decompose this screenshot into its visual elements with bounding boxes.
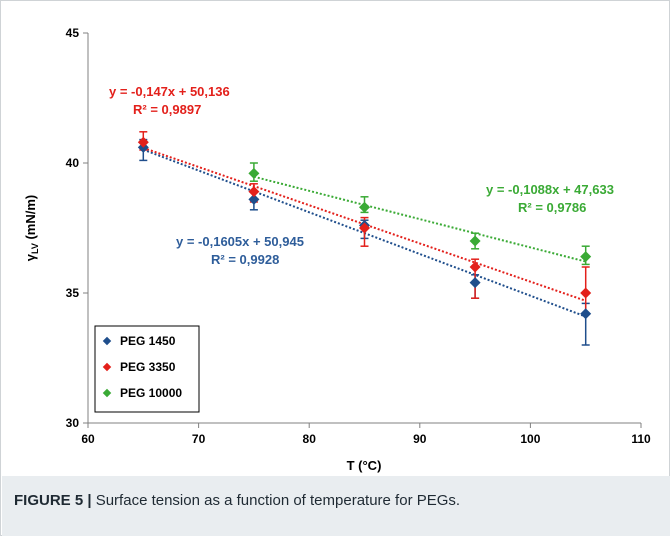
data-point: [248, 167, 260, 179]
x-tick-label: 70: [192, 432, 206, 446]
legend: PEG 1450 PEG 3350 PEG 10000: [94, 325, 200, 413]
r2-peg1450: R² = 0,9928: [211, 252, 279, 267]
legend-marker-peg3350: [102, 362, 112, 372]
figure-caption: FIGURE 5 | Surface tension as a function…: [14, 492, 460, 509]
data-point: [359, 201, 370, 213]
data-point: [469, 235, 481, 247]
legend-marker-peg10000: [102, 388, 112, 398]
data-point: [359, 222, 370, 234]
data-point: [580, 251, 592, 263]
data-point: [248, 186, 260, 198]
equation-peg3350: y = -0,147x + 50,136: [109, 84, 230, 99]
data-point: [469, 261, 481, 273]
y-axis-label-rest: (mN/m): [23, 195, 38, 243]
y-tick-label: 30: [66, 416, 80, 430]
legend-label-peg1450: PEG 1450: [120, 334, 176, 348]
caption-text: Surface tension as a function of tempera…: [91, 492, 461, 509]
caption-bar: FIGURE 5 | Surface tension as a function…: [2, 476, 670, 536]
r2-peg10000: R² = 0,9786: [518, 200, 586, 215]
x-tick-label: 110: [631, 432, 651, 446]
x-tick-label: 100: [520, 432, 540, 446]
legend-box: [94, 325, 200, 413]
equation-peg1450: y = -0,1605x + 50,945: [176, 234, 304, 249]
x-tick-label: 80: [303, 432, 317, 446]
legend-label-peg3350: PEG 3350: [120, 360, 176, 374]
y-axis-label: γLV (mN/m): [23, 195, 40, 261]
chart: 60 70 80 90 100 110 30 35 40 45 T (°C) γLV (mN/m)…: [23, 26, 651, 473]
y-axis-label-main: γ: [23, 253, 38, 261]
y-tick-label: 35: [66, 286, 80, 300]
legend-label-peg10000: PEG 10000: [120, 386, 182, 400]
data-point: [469, 277, 481, 289]
axis-ticks: 60 70 80 90 100 110 30 35 40 45: [66, 26, 651, 446]
y-tick-label: 40: [66, 156, 80, 170]
data-points: [137, 136, 592, 320]
r2-peg3350: R² = 0,9897: [133, 102, 201, 117]
x-tick-label: 90: [413, 432, 427, 446]
trendline: [253, 175, 586, 263]
caption-label: FIGURE 5 |: [14, 492, 92, 509]
data-point: [137, 136, 149, 148]
x-axis-label: T (°C): [347, 458, 382, 473]
x-tick-label: 60: [81, 432, 95, 446]
legend-marker-peg1450: [102, 336, 112, 346]
y-axis-label-sub: LV: [30, 243, 40, 254]
data-point: [580, 287, 592, 299]
equation-peg10000: y = -0,1088x + 47,633: [486, 182, 614, 197]
data-point: [248, 193, 260, 205]
y-tick-label: 45: [66, 26, 80, 40]
data-point: [580, 308, 592, 320]
